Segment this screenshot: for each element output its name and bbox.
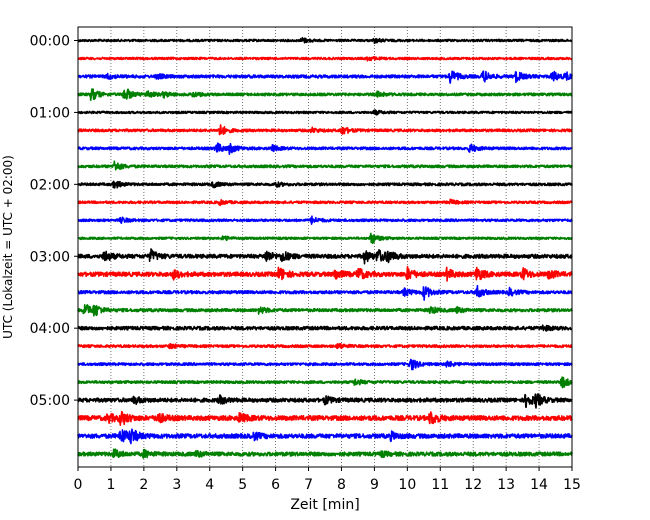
x-axis-label: Zeit [min] (290, 497, 359, 513)
vertical-grid (110, 27, 540, 467)
x-tick-label-2: 2 (139, 477, 148, 493)
y-axis-label: UTC (Lokalzeit = UTC + 02:00) (1, 155, 15, 339)
y-axis-ticks: 00:00 01:00 02:00 03:00 04:00 05:00 (30, 34, 78, 409)
trace-0400 (77, 324, 573, 332)
trace-0445 (77, 376, 573, 389)
trace-0115 (77, 124, 573, 136)
trace-0215 (77, 198, 573, 207)
trace-0330 (77, 284, 573, 301)
trace-0030 (77, 70, 573, 84)
x-axis-ticks: 0 1 2 3 4 5 6 7 8 9 10 11 12 13 14 15 (74, 467, 581, 493)
seismic-traces (77, 36, 573, 459)
x-tick-label-13: 13 (497, 477, 515, 493)
x-tick-label-10: 10 (398, 477, 416, 493)
x-tick-label-6: 6 (271, 477, 280, 493)
trace-0315 (77, 265, 573, 282)
y-tick-label-5: 05:00 (30, 393, 70, 409)
trace-0015 (77, 55, 573, 62)
trace-0130 (77, 142, 573, 155)
y-tick-label-2: 02:00 (30, 177, 70, 193)
x-tick-label-9: 9 (370, 477, 379, 493)
y-tick-label-3: 03:00 (30, 249, 70, 265)
x-tick-label-3: 3 (172, 477, 181, 493)
x-tick-label-5: 5 (238, 477, 247, 493)
x-tick-label-12: 12 (464, 477, 482, 493)
trace-0300 (77, 248, 573, 265)
trace-0415 (77, 342, 573, 350)
trace-0100 (77, 109, 573, 116)
x-tick-label-4: 4 (205, 477, 214, 493)
x-tick-label-0: 0 (74, 477, 83, 493)
x-tick-label-1: 1 (106, 477, 115, 493)
plot-area-background (78, 27, 572, 467)
trace-0245 (77, 232, 573, 245)
x-tick-label-8: 8 (337, 477, 346, 493)
trace-0500 (77, 393, 573, 409)
y-tick-label-4: 04:00 (30, 321, 70, 337)
x-tick-label-11: 11 (431, 477, 449, 493)
x-tick-label-7: 7 (304, 477, 313, 493)
trace-0430 (77, 358, 573, 371)
x-tick-label-15: 15 (563, 477, 581, 493)
trace-0515 (77, 410, 573, 426)
y-tick-label-1: 01:00 (30, 105, 70, 121)
trace-0000 (77, 36, 573, 45)
trace-0200 (77, 180, 573, 189)
trace-0545 (77, 448, 573, 459)
plot-frame (77, 26, 573, 468)
trace-0045 (77, 88, 573, 102)
trace-0145 (77, 160, 573, 171)
trace-0345 (77, 304, 573, 317)
trace-0530 (77, 428, 573, 445)
y-tick-label-0: 00:00 (30, 34, 70, 50)
trace-0230 (77, 215, 573, 225)
x-tick-label-14: 14 (530, 477, 548, 493)
